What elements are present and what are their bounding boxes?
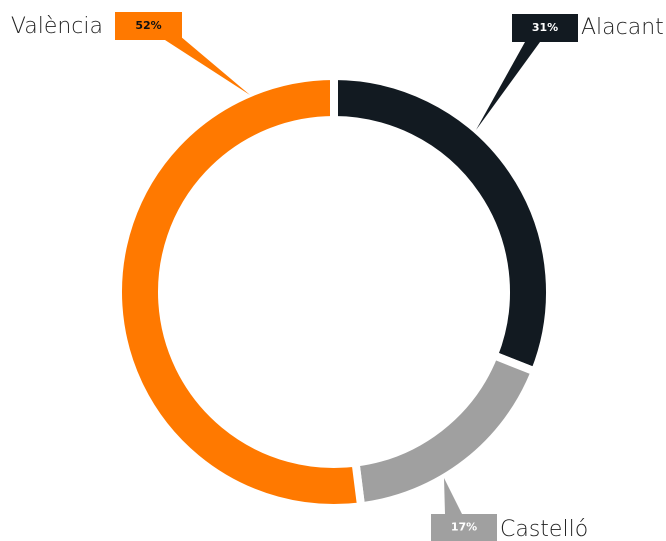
callout-pointer xyxy=(476,42,540,130)
category-label: València xyxy=(11,14,103,39)
value-label: 31% xyxy=(532,21,558,34)
callout-pointer xyxy=(444,478,462,514)
donut-slice xyxy=(330,71,554,377)
category-label: Castelló xyxy=(500,517,588,541)
value-label: 52% xyxy=(135,19,161,32)
callout-box xyxy=(512,14,578,42)
callout-pointer xyxy=(165,36,250,95)
callout-box xyxy=(431,514,497,541)
value-label: 17% xyxy=(451,521,477,534)
callout-box xyxy=(115,12,182,40)
category-label: Alacant xyxy=(581,15,664,40)
donut-slice xyxy=(114,71,366,512)
